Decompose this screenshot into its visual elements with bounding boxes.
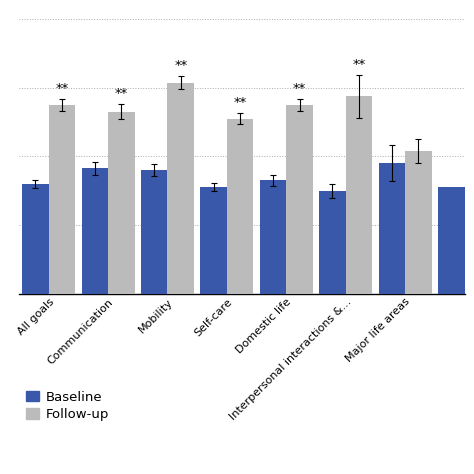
Bar (227, 118, 254, 294)
Text: **: ** (55, 82, 69, 95)
Legend: Baseline, Follow-up: Baseline, Follow-up (26, 391, 109, 421)
Bar (49, 105, 75, 294)
Bar (319, 191, 346, 294)
Bar (201, 187, 227, 294)
Bar (108, 112, 135, 294)
Bar (260, 181, 286, 294)
Bar (286, 105, 313, 294)
Bar (141, 170, 167, 294)
Text: **: ** (115, 87, 128, 100)
Text: **: ** (234, 96, 247, 109)
Bar (22, 184, 49, 294)
Bar (346, 96, 372, 294)
Bar (167, 82, 194, 294)
Bar (405, 151, 432, 294)
Text: **: ** (352, 58, 365, 71)
Text: **: ** (293, 82, 306, 95)
Bar (82, 168, 108, 294)
Bar (379, 163, 405, 294)
Bar (438, 187, 465, 294)
Text: **: ** (174, 58, 187, 72)
